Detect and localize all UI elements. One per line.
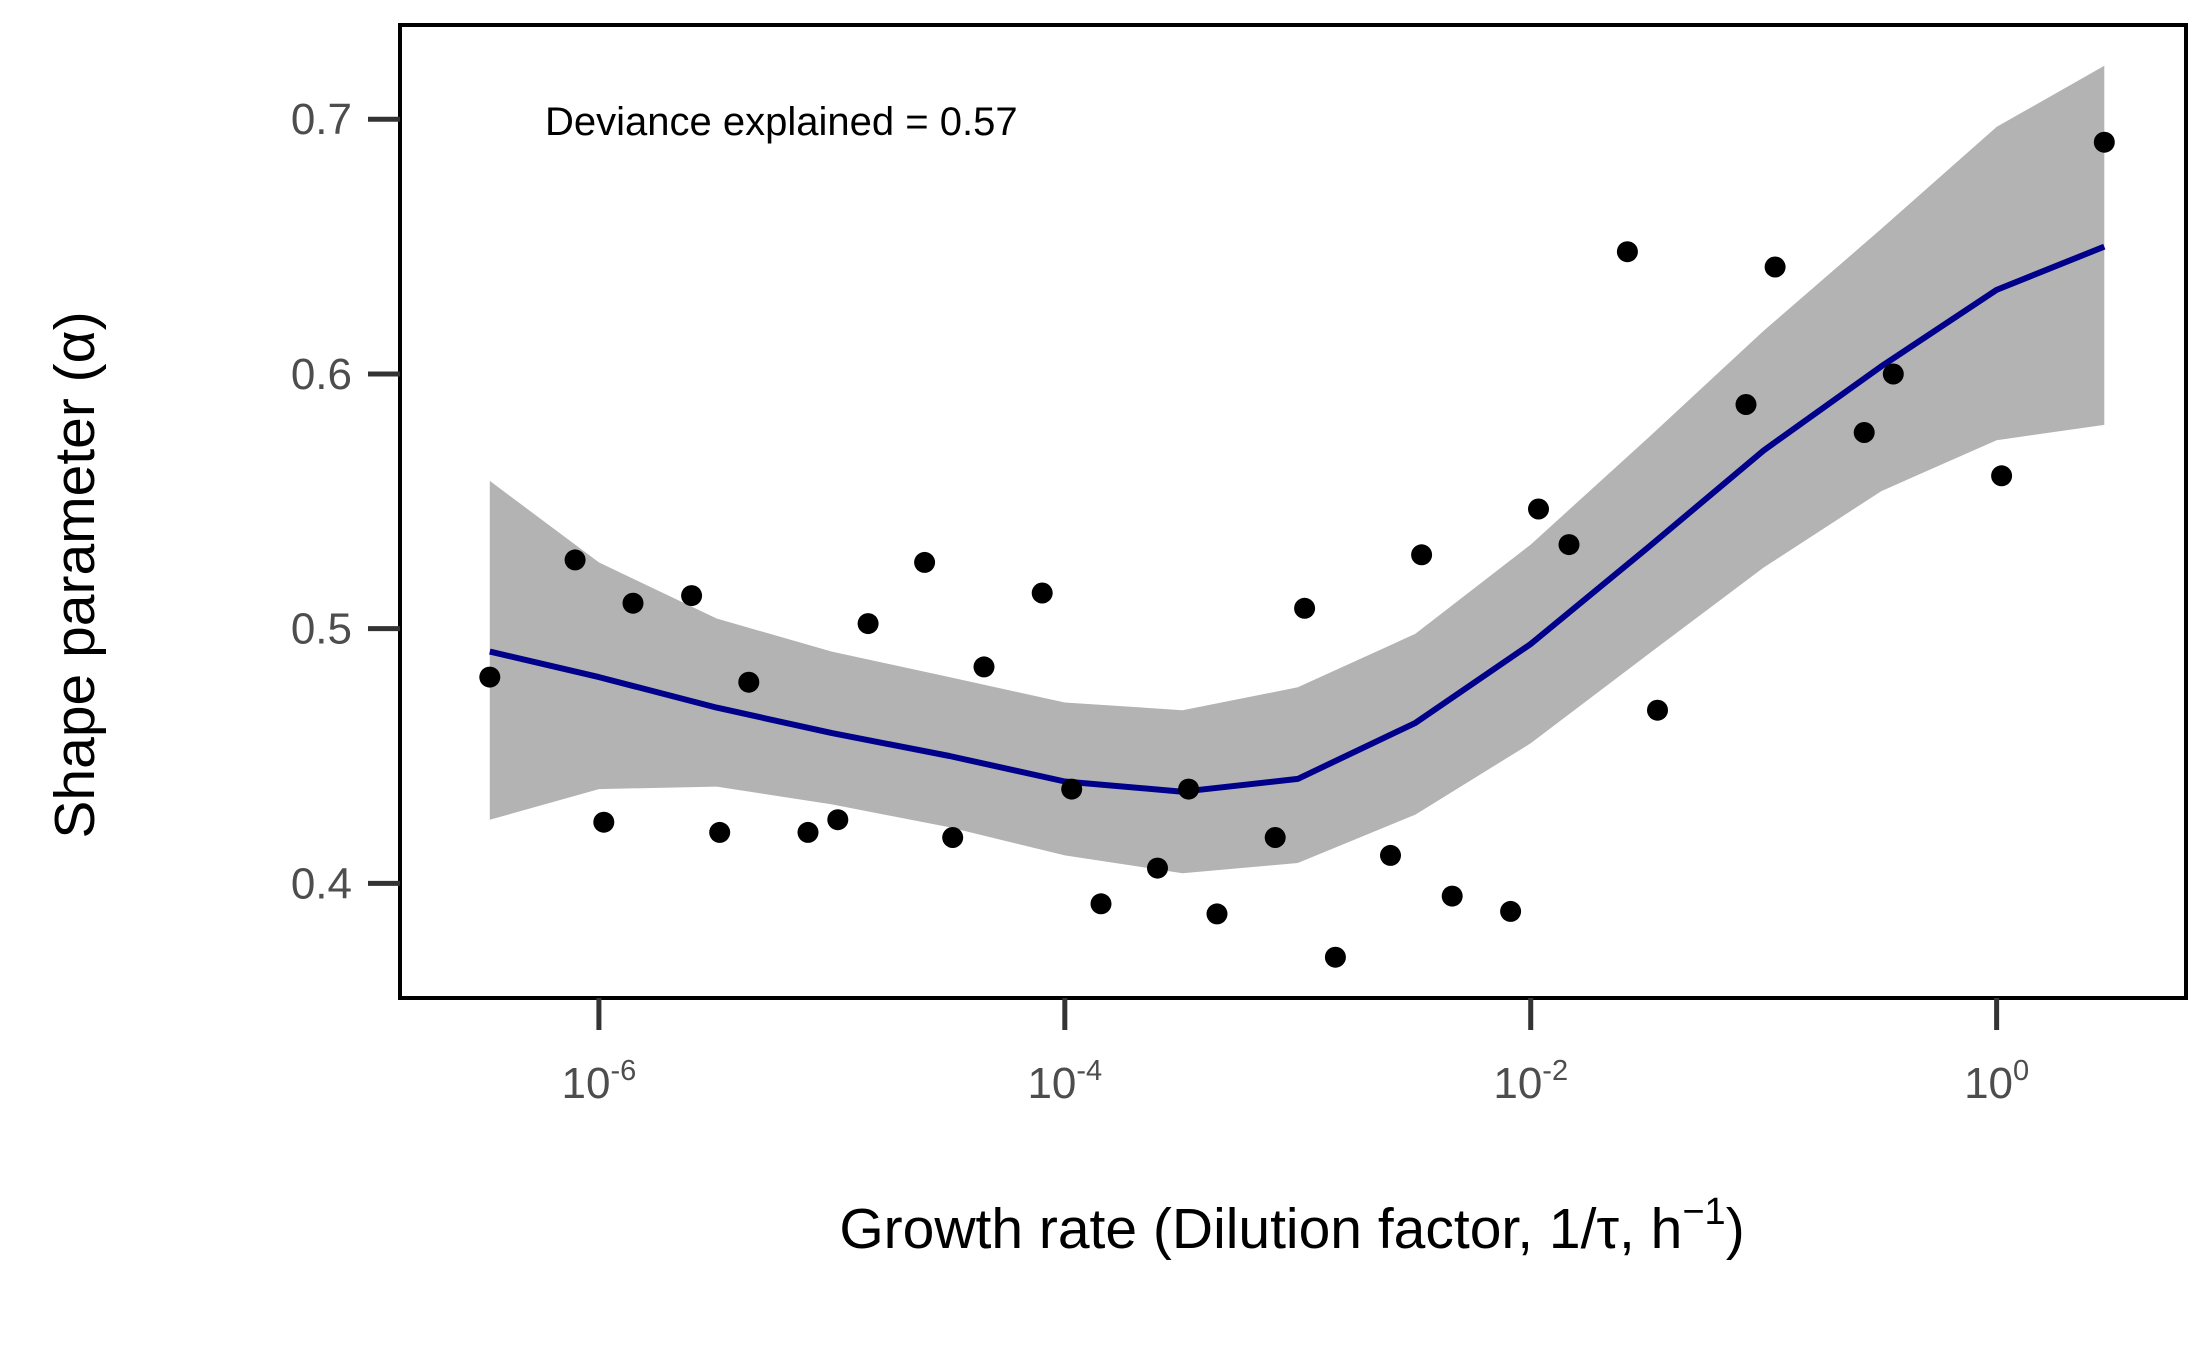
data-point — [1147, 857, 1168, 879]
data-point — [942, 827, 964, 848]
data-point — [709, 821, 731, 843]
data-point — [857, 613, 879, 635]
data-point — [564, 549, 586, 571]
x-axis-title-suffix: ) — [1726, 1197, 1745, 1261]
data-points-layer — [479, 131, 2115, 968]
data-point — [914, 551, 936, 573]
x-axis-title-superscript: −1 — [1682, 1191, 1725, 1233]
fit-line — [489, 243, 2106, 795]
data-point — [1991, 465, 2013, 487]
x-axis-title: Growth rate (Dilution factor, 1/τ, h−1) — [839, 1191, 1744, 1261]
y-tick-label: 0.7 — [291, 95, 352, 144]
data-point — [1061, 778, 1083, 800]
data-point — [1764, 256, 1786, 278]
deviance-annotation: Deviance explained = 0.57 — [545, 100, 1018, 144]
plot-panel-border — [398, 23, 2188, 1000]
data-point — [681, 585, 703, 607]
data-point — [479, 666, 501, 688]
data-point — [827, 809, 849, 831]
data-point — [1528, 498, 1549, 520]
fit-line-layer — [489, 243, 2106, 795]
data-point — [1500, 900, 1522, 922]
data-point — [1294, 597, 1316, 619]
data-point — [1031, 582, 1053, 604]
data-point — [1206, 903, 1228, 925]
data-point — [1178, 778, 1200, 800]
confidence-band — [489, 65, 2105, 874]
data-point — [1558, 534, 1580, 556]
y-tick-label: 0.5 — [291, 605, 352, 654]
confidence-band-layer — [489, 65, 2105, 874]
y-axis: 0.4 0.5 0.6 0.7 — [291, 95, 400, 908]
data-point — [1616, 241, 1638, 263]
data-point — [1411, 544, 1433, 566]
data-point — [1264, 827, 1286, 848]
data-point — [1647, 699, 1668, 721]
data-point — [1882, 363, 1904, 385]
x-axis: 10-6 10-4 10-2 100 — [562, 998, 2029, 1108]
x-tick-label: 10-2 — [1493, 1055, 1568, 1108]
data-point — [1853, 422, 1875, 443]
x-tick-label: 10-6 — [562, 1055, 637, 1108]
y-axis-title: Shape parameter (α) — [43, 311, 107, 838]
y-tick-label: 0.6 — [291, 350, 352, 399]
x-axis-title-prefix: Growth rate (Dilution factor, 1/τ, h — [839, 1197, 1682, 1261]
data-point — [1735, 394, 1757, 415]
x-tick-label: 10-4 — [1027, 1055, 1102, 1108]
data-point — [1441, 885, 1463, 907]
data-point — [797, 821, 819, 843]
y-tick-label: 0.4 — [291, 859, 352, 908]
data-point — [1324, 946, 1346, 968]
data-point — [1380, 844, 1401, 866]
data-point — [593, 811, 615, 833]
x-tick-label: 100 — [1964, 1055, 2029, 1108]
data-point — [738, 671, 760, 693]
data-point — [2093, 131, 2115, 153]
data-point — [973, 656, 995, 678]
data-point — [622, 592, 644, 614]
data-point — [1090, 893, 1112, 915]
